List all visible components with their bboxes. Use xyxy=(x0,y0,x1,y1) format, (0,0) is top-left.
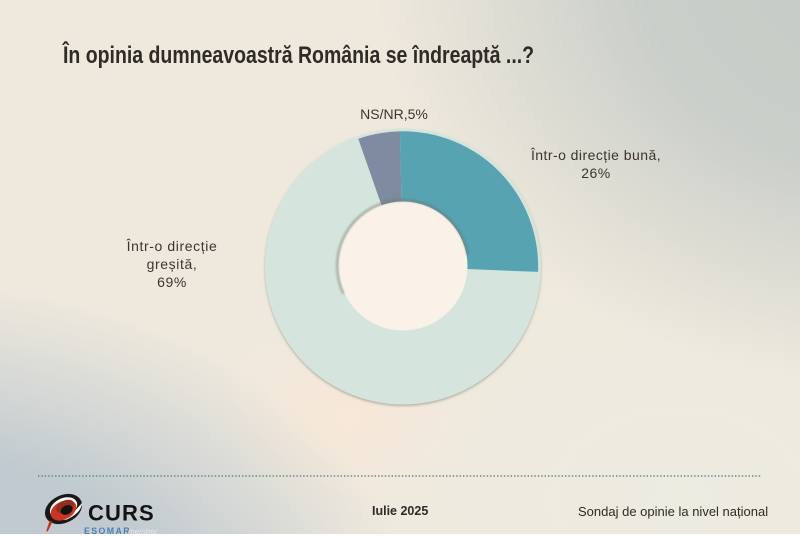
svg-text:CURS: CURS xyxy=(88,501,155,526)
svg-text:member: member xyxy=(128,527,158,536)
svg-text:ESOMAR: ESOMAR xyxy=(84,526,131,536)
